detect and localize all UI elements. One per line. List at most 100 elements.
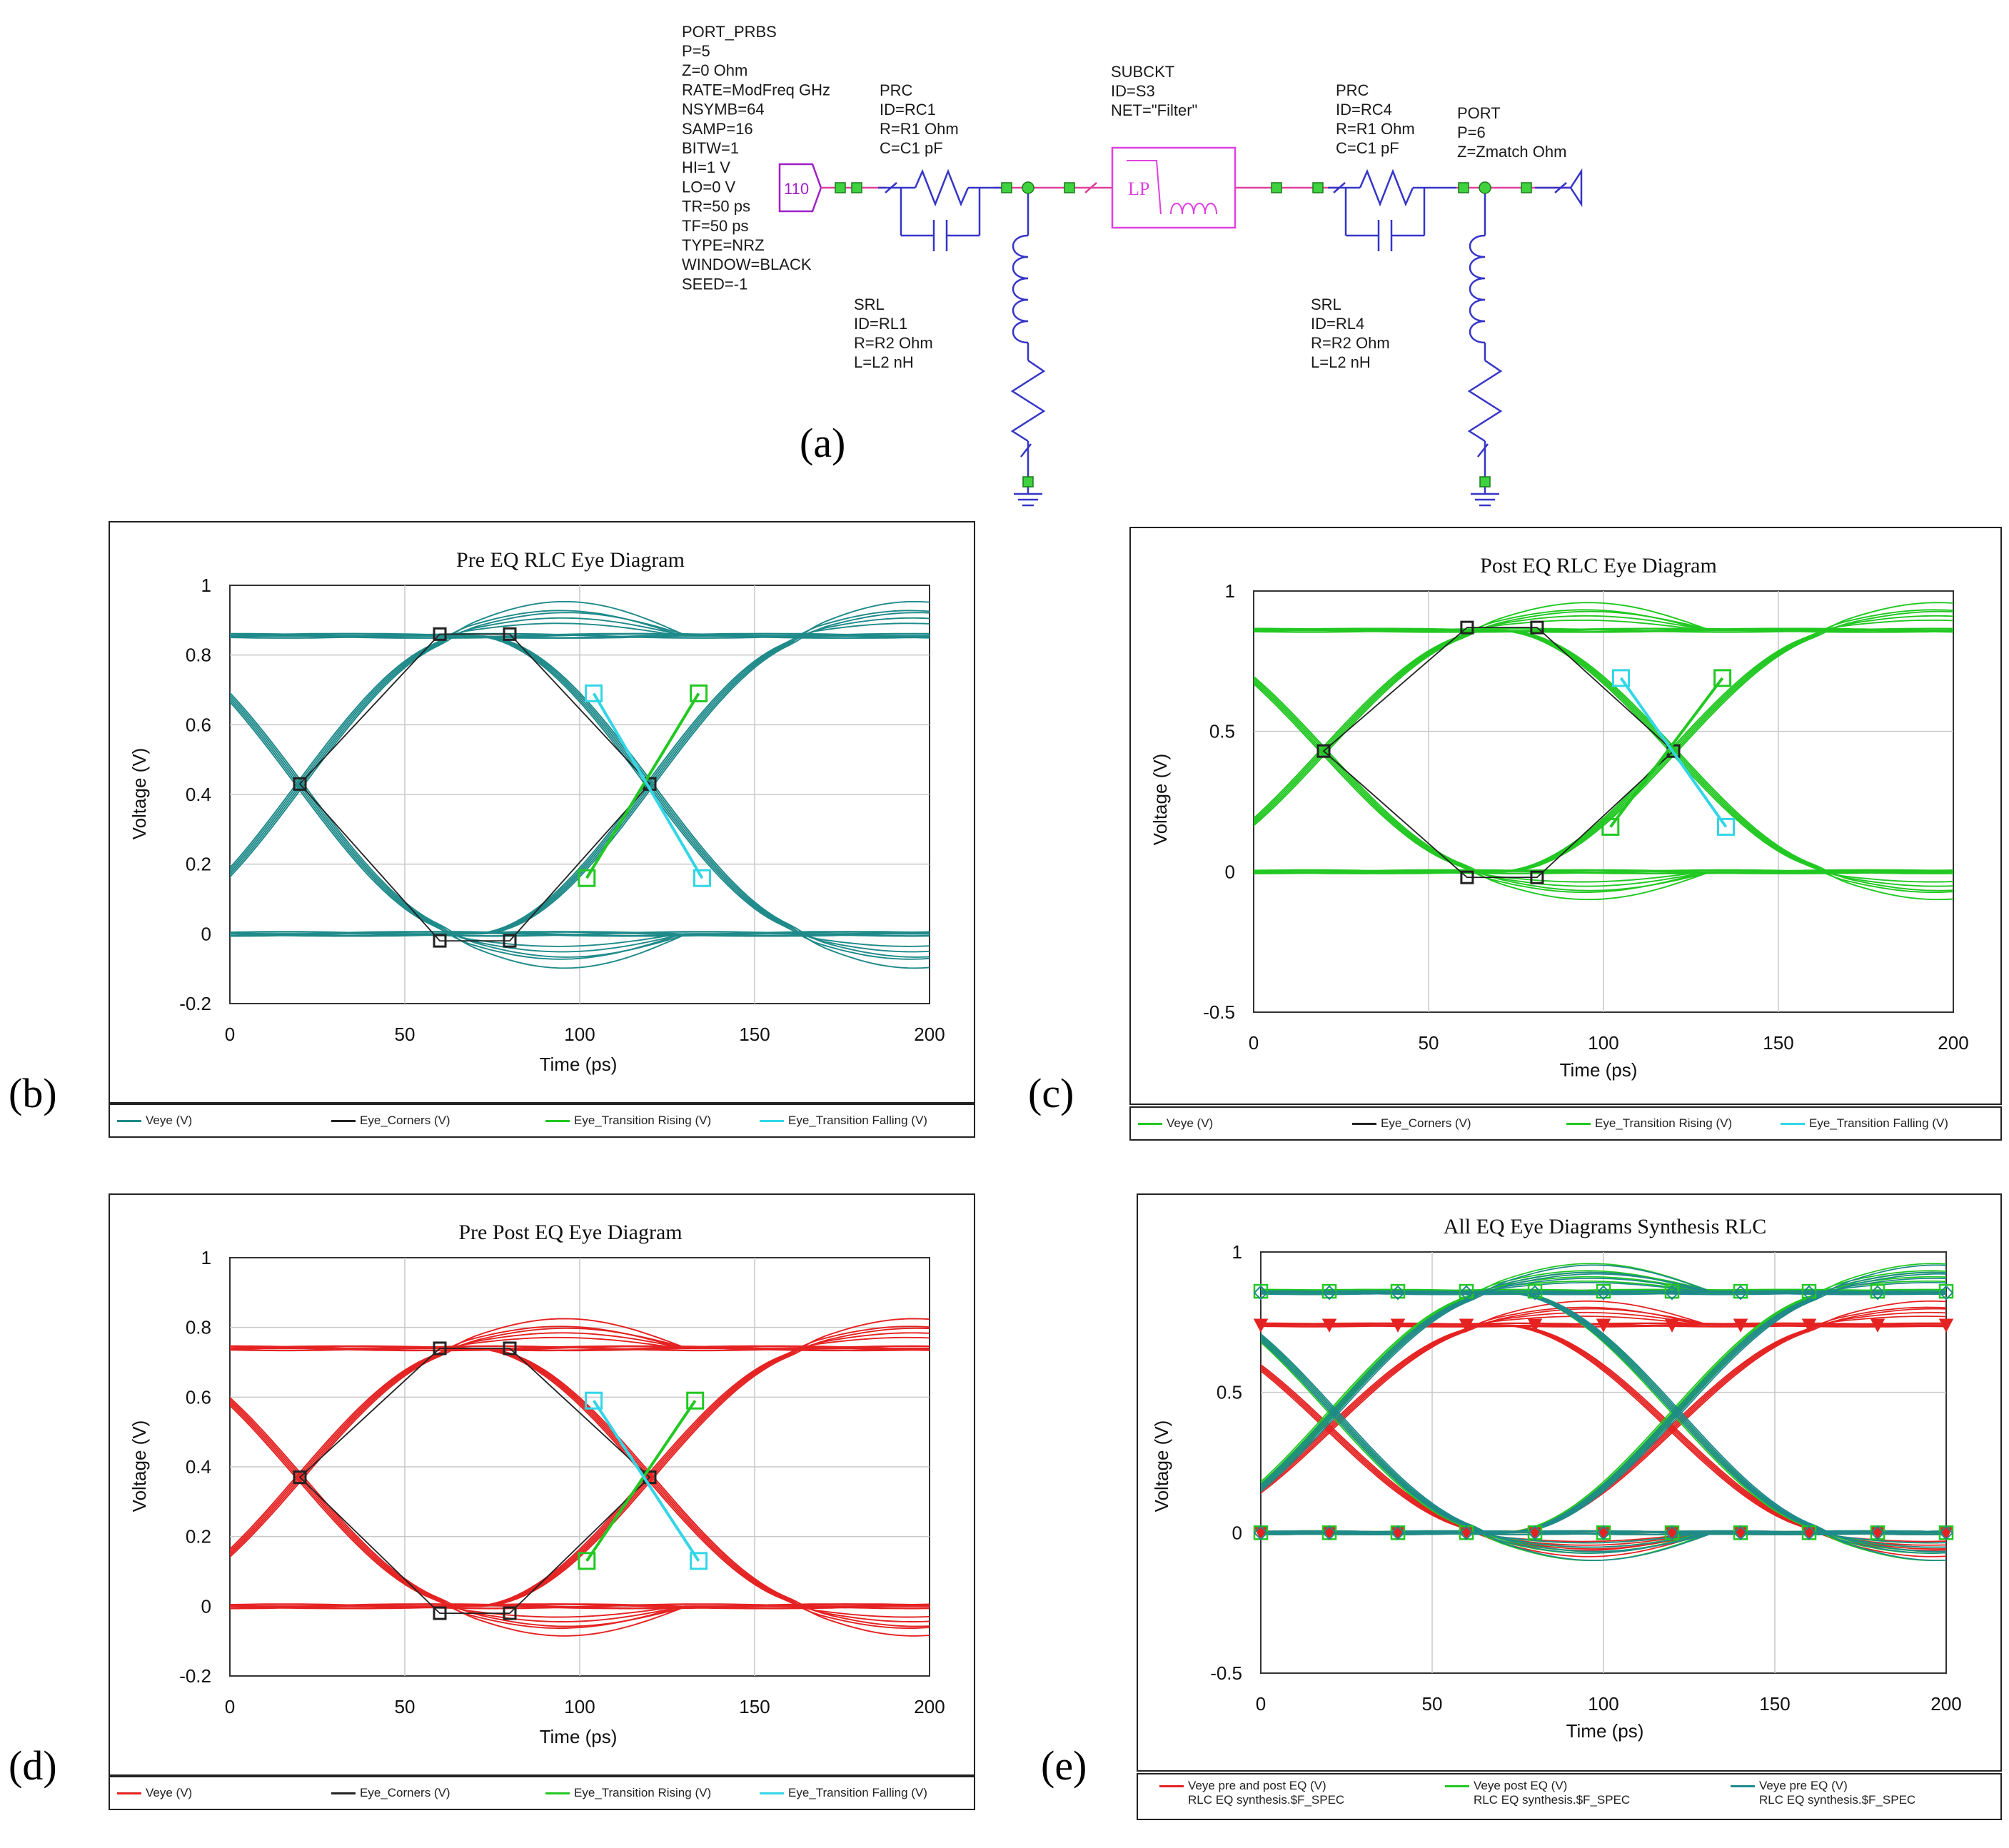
param-line: TR=50 ps (682, 198, 750, 216)
eye-trace-transition (1261, 1273, 1946, 1493)
y-tick-label: 0.4 (186, 1456, 211, 1478)
chart-c: Post EQ RLC Eye Diagram Time (ps) Voltag… (1129, 527, 2002, 1105)
x-tick-label: 0 (225, 1696, 235, 1717)
diamond-marker (1596, 1525, 1611, 1540)
y-axis-label: Voltage (V) (1149, 754, 1171, 846)
param-line: P=6 (1457, 123, 1486, 141)
prbs-port-symbol: 110 (778, 163, 822, 213)
node-square (851, 182, 862, 193)
rising-transition-line (585, 1400, 697, 1562)
srl1-title: SRL (854, 296, 885, 313)
eye-trace-transition (1261, 1264, 1946, 1534)
eye-trace-transition (230, 1348, 930, 1637)
square-marker-icon (331, 1120, 356, 1123)
eye-trace-transition (1261, 1308, 1946, 1494)
prc4-title: PRC (1336, 81, 1369, 99)
legend-item-veye: Veye (V) (117, 1114, 192, 1128)
eye-trace-transition (1254, 675, 1953, 892)
eye-trace-transition (1261, 1291, 1946, 1554)
chart-e-svg: All EQ Eye Diagrams Synthesis RLC Time (… (1151, 1215, 1962, 1742)
eye-corner-marker (1530, 870, 1544, 884)
falling-transition-line (1619, 677, 1728, 828)
y-tick-label: 0 (201, 1595, 211, 1617)
eye-corner-marker (1316, 744, 1331, 758)
diamond-marker (1527, 1285, 1543, 1301)
diamond-marker (1733, 1285, 1748, 1301)
square-marker (1938, 1283, 1954, 1299)
chart-title: Pre EQ RLC Eye Diagram (456, 548, 685, 572)
srl1-symbol (1010, 188, 1046, 507)
param-line: L=L2 nH (854, 353, 914, 371)
eye-trace-transition (1261, 1300, 1946, 1534)
triangle-marker (1459, 1318, 1474, 1333)
legend-label: Eye_Corners (V) (1381, 1116, 1471, 1130)
eye-trace-transition (1261, 1292, 1946, 1552)
square-marker (1253, 1283, 1269, 1299)
param-line: ID=RC4 (1336, 101, 1392, 118)
eye-trace-transition (1261, 1292, 1946, 1554)
param-line: SAMP=16 (682, 120, 753, 138)
param-line: WINDOW=BLACK (682, 256, 812, 273)
falling-transition-marker (1717, 817, 1735, 836)
diamond-marker (1390, 1285, 1406, 1301)
square-marker-icon (331, 1792, 356, 1795)
eye-traces (1254, 602, 1953, 901)
node-square (1001, 182, 1012, 193)
subckt-lp-symbol: LP (1084, 146, 1237, 229)
legend-sublabel: RLC EQ synthesis.$F_SPEC (1188, 1793, 1345, 1807)
x-tick-label: 200 (914, 1024, 945, 1045)
eye-trace-transition (1254, 630, 1953, 894)
x-tick-label: 150 (1759, 1693, 1790, 1715)
eye-trace-transition (1254, 681, 1953, 894)
x-tick-label: 100 (564, 1696, 595, 1717)
x-tick-label: 0 (225, 1024, 235, 1045)
legend-item-corners: Eye_Corners (V) (331, 1786, 450, 1800)
param-line: BITW=1 (682, 139, 739, 157)
node-square (835, 182, 846, 193)
rising-transition-marker (690, 684, 708, 702)
y-tick-label: 0.6 (186, 714, 211, 735)
eye-trace-transition (230, 1348, 930, 1627)
rising-transition-marker (578, 1552, 596, 1570)
param-line: LO=0 V (682, 178, 736, 196)
eye-trace-transition (1254, 630, 1953, 901)
panel-label-c: (c) (1028, 1070, 1074, 1116)
eye-trace-low (1254, 869, 1953, 874)
port-prbs-title: PORT_PRBS (682, 23, 777, 41)
eye-trace-transition (230, 1318, 930, 1607)
square-marker-icon (1781, 1123, 1805, 1126)
square-marker-icon (760, 1792, 784, 1795)
ground-node-square (1479, 476, 1491, 488)
line-swatch-icon (1138, 1123, 1162, 1126)
x-axis-label: Time (ps) (1566, 1720, 1644, 1742)
y-tick-label: 0.2 (186, 1526, 211, 1547)
eye-corner-marker (433, 627, 447, 641)
param-line: Z=Zmatch Ohm (1457, 143, 1566, 161)
eye-trace-transition (1261, 1264, 1946, 1491)
square-marker-icon (545, 1120, 570, 1123)
square-marker (1459, 1283, 1474, 1299)
eye-trace-transition (1261, 1273, 1946, 1534)
square-marker (1664, 1283, 1680, 1299)
param-line: L=L2 nH (1311, 353, 1371, 371)
eye-corner-marker (1530, 620, 1544, 635)
square-marker (1870, 1283, 1885, 1299)
eye-corner-polygon (298, 633, 651, 941)
x-tick-label: 100 (1588, 1032, 1618, 1054)
square-marker (1801, 1283, 1817, 1299)
param-line: C=C1 pF (880, 139, 943, 157)
y-tick-label: 0 (1232, 1522, 1242, 1543)
y-axis-label: Voltage (V) (1151, 1420, 1172, 1513)
eye-trace-transition (1261, 1308, 1946, 1534)
legend-item-corners: Eye_Corners (V) (1352, 1116, 1471, 1131)
chart-title: Pre Post EQ Eye Diagram (458, 1221, 682, 1244)
node-square (1271, 182, 1282, 193)
legend-label: Eye_Transition Falling (V) (788, 1786, 927, 1799)
param-line: R=R1 Ohm (880, 120, 959, 138)
eye-corner-marker (293, 1470, 307, 1485)
diamond-marker (1801, 1525, 1817, 1540)
x-axis-label: Time (ps) (1560, 1059, 1638, 1081)
